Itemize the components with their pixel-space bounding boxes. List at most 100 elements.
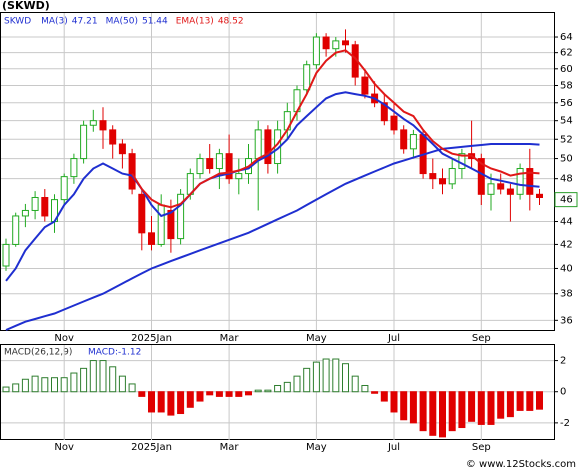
y-tick-label: 64: [560, 32, 573, 43]
y-tick-label: 54: [560, 116, 573, 127]
y-tick-label: 62: [560, 48, 573, 59]
macd-bar: [51, 377, 58, 393]
candle-body: [99, 120, 107, 131]
x-tick-label: Jul: [387, 333, 400, 344]
candle-body: [409, 134, 417, 150]
macd-bar: [468, 391, 476, 422]
y-tick-label: 60: [560, 64, 573, 75]
y-tick-label: 40: [560, 263, 573, 274]
copyright: © www.12Stocks.com: [466, 459, 576, 470]
y-tick-label: 50: [560, 154, 573, 165]
legend-name: EMA(13): [176, 17, 214, 27]
candle-body: [506, 188, 514, 195]
y-tick-label: 58: [560, 80, 573, 91]
candle-body: [361, 76, 369, 95]
plot: [2, 29, 543, 331]
candle-body: [264, 129, 272, 165]
x-tick-label: 2025Jan: [131, 333, 172, 344]
candle-body: [138, 193, 146, 234]
y-tick-label: 56: [560, 98, 573, 109]
y-tick-label: 42: [560, 239, 573, 250]
candle-body: [312, 36, 320, 66]
macd-bar: [506, 391, 514, 418]
x-tick-label: Nov: [54, 442, 74, 453]
x-tick-label: Jul: [387, 442, 400, 453]
macd-bar: [380, 391, 388, 402]
candle-body: [448, 168, 456, 185]
macd-bar: [206, 391, 214, 396]
candle-body: [477, 158, 485, 195]
x-tick-label: Nov: [54, 333, 74, 344]
macd-bar: [332, 358, 340, 393]
candle-body: [215, 153, 223, 170]
candle-body: [118, 143, 126, 155]
candle-body: [177, 193, 185, 240]
macd-value: MACD:-1.12: [88, 348, 141, 358]
y-tick-label: 36: [560, 315, 573, 326]
candle-body: [225, 153, 233, 180]
macd-bar: [497, 391, 505, 419]
candle-body: [89, 120, 97, 126]
legend-value: 48.52: [218, 17, 244, 27]
y-tick-label: 2: [560, 356, 566, 367]
macd-bar: [312, 361, 320, 393]
legend-value: 47.21: [72, 17, 98, 27]
candle-body: [536, 193, 543, 198]
x-tick-label: Mar: [220, 333, 240, 344]
indicator-line: [5, 91, 540, 282]
macd-bar: [351, 375, 359, 393]
macd-bar: [536, 391, 543, 410]
y-tick-label: 0: [560, 387, 566, 398]
candle-body: [526, 168, 534, 195]
legend-name: MA(50): [106, 17, 138, 27]
legend-name: MA(3): [41, 17, 68, 27]
macd-bar: [458, 391, 466, 429]
candle-body: [322, 36, 330, 50]
indicator-line: [5, 143, 540, 331]
macd-bar: [80, 367, 88, 393]
macd-bar: [177, 391, 185, 415]
indicator-line: [131, 49, 540, 209]
macd-bar: [31, 375, 39, 393]
y-tick-label: 52: [560, 134, 573, 145]
candle-body: [439, 178, 446, 185]
y-tick-label: 38: [560, 289, 573, 300]
candle-body: [196, 158, 204, 175]
x-tick-label: May: [306, 442, 327, 453]
candle-body: [148, 232, 155, 245]
macd-bar: [41, 377, 49, 393]
macd-title: MACD(26,12,9): [4, 348, 72, 358]
chart-title: (SKWD): [2, 0, 50, 12]
y-tick-label: 44: [560, 217, 573, 228]
macd-bar: [264, 389, 272, 393]
macd-bar: [477, 391, 485, 425]
x-tick-label: 2025Jan: [131, 442, 172, 453]
macd-bar: [60, 377, 68, 393]
candle-body: [380, 102, 388, 122]
macd-bar: [245, 391, 252, 396]
candle-body: [332, 40, 340, 50]
macd-bar: [138, 391, 146, 397]
candle-body: [497, 183, 505, 190]
macd-bar: [439, 391, 446, 438]
macd-bar: [516, 391, 524, 411]
macd-bar: [118, 375, 126, 393]
x-tick-label: Sep: [472, 333, 491, 344]
macd-bar: [342, 363, 349, 393]
macd-bar: [409, 391, 417, 424]
candle-body: [60, 176, 68, 201]
macd-bar: [303, 367, 311, 393]
x-tick-label: Mar: [220, 442, 240, 453]
macd-bar: [448, 391, 456, 432]
candle-body: [157, 204, 165, 245]
macd-bar: [21, 378, 29, 393]
macd-bar: [89, 360, 97, 393]
macd-bar: [235, 391, 243, 397]
y-tick-label: 48: [560, 174, 573, 185]
candle-body: [128, 153, 136, 190]
macd-bar: [322, 358, 330, 393]
candle-body: [235, 173, 243, 180]
macd-bar: [157, 391, 165, 413]
macd-bar: [429, 391, 437, 436]
macd-bar: [70, 372, 78, 393]
